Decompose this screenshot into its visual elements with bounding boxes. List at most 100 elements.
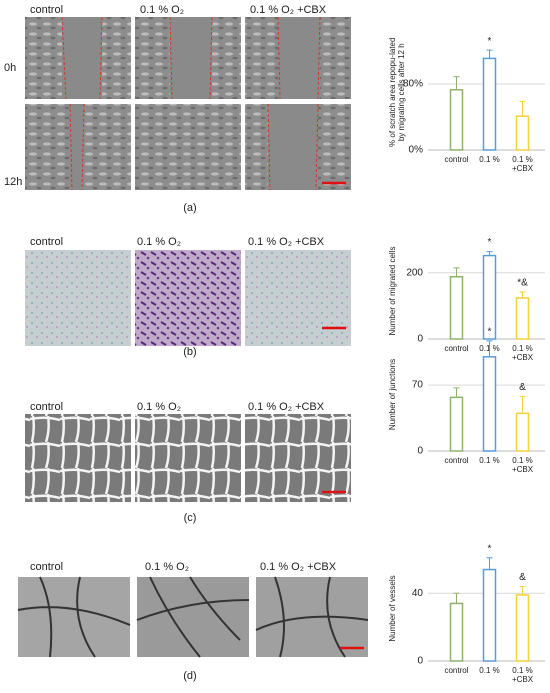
column-label: control <box>30 401 63 413</box>
scratch <box>62 17 102 99</box>
x-tick-label: control <box>444 456 469 465</box>
bar <box>449 396 464 452</box>
row-label: 0h <box>4 62 16 74</box>
error-bar <box>519 395 526 414</box>
x-tick-label: 0.1 % +CBX <box>511 344 534 363</box>
column-label: 0.1 % O₂ +CBX <box>248 401 325 413</box>
column-label: 0.1 % O₂ <box>137 236 181 248</box>
significance-marker: * <box>488 543 492 554</box>
micrographs <box>17 16 369 658</box>
row-label: 12h <box>4 176 22 188</box>
x-tick-label: control <box>444 155 469 164</box>
x-tick-label: control <box>444 344 469 353</box>
y-tick-label: 80% <box>403 79 423 90</box>
error-bar <box>486 251 493 256</box>
column-label: 0.1 % O₂ <box>140 4 184 16</box>
image <box>135 250 241 346</box>
column-label: control <box>30 4 63 16</box>
scratch <box>278 17 320 99</box>
column-label: 0.1 % O₂ <box>145 561 189 573</box>
significance-marker: * <box>488 36 492 47</box>
y-tick-label: 0% <box>409 145 424 156</box>
column-label: 0.1 % O₂ <box>137 401 181 413</box>
significance-marker: & <box>519 382 526 393</box>
error-bar <box>453 592 460 604</box>
error-bar <box>486 557 493 570</box>
image <box>18 577 130 657</box>
significance-marker: * <box>488 237 492 248</box>
bar <box>449 276 464 340</box>
x-tick-label: 0.1 % +CBX <box>511 456 534 475</box>
panel-label: (c) <box>184 512 197 524</box>
panel-label: (a) <box>183 202 196 214</box>
y-tick-label: 200 <box>406 267 423 278</box>
significance-marker: *& <box>517 278 528 289</box>
image <box>25 414 131 502</box>
x-tick-label: 0.1 % <box>479 666 500 675</box>
image <box>137 577 249 657</box>
image <box>25 250 131 346</box>
bar <box>515 594 530 662</box>
column-label: control <box>30 236 63 248</box>
y-tick-label: 70 <box>412 380 424 391</box>
bar <box>482 57 497 151</box>
x-tick-label: control <box>444 344 469 353</box>
y-axis-label: Number of vessels <box>388 575 397 642</box>
image <box>135 104 241 190</box>
x-tick-label: 0.1 % +CBX <box>511 155 534 174</box>
column-label: control <box>30 561 63 573</box>
x-tick-label: control <box>444 155 469 164</box>
error-bar <box>519 585 526 595</box>
column-label: 0.1 % O₂ +CBX <box>248 236 325 248</box>
bar <box>482 568 497 662</box>
x-tick-label: control <box>444 666 469 675</box>
x-tick-label: 0.1 % +CBX <box>511 344 534 363</box>
bar <box>515 297 530 340</box>
y-axis-label: % of scratch area repopu-lated by migrat… <box>388 37 407 147</box>
scratch <box>70 104 84 190</box>
y-axis-label: Number of junctions <box>388 358 397 431</box>
bar <box>515 115 530 151</box>
scratch <box>170 17 212 99</box>
x-tick-label: 0.1 % +CBX <box>511 456 534 475</box>
bar <box>515 412 530 452</box>
x-tick-label: 0.1 % <box>479 456 500 465</box>
y-axis-label: Number of junctions <box>388 358 397 431</box>
bar <box>482 356 497 452</box>
error-bar <box>453 387 460 398</box>
x-tick-label: 0.1 % +CBX <box>511 666 534 685</box>
significance-marker: & <box>519 572 526 583</box>
y-tick-label: 0 <box>417 656 423 667</box>
y-tick-label: 0 <box>417 334 423 345</box>
error-bar <box>453 76 460 90</box>
x-tick-label: control <box>444 666 469 675</box>
y-tick-label: 0 <box>417 446 423 457</box>
column-label: 0.1 % O₂ +CBX <box>250 4 327 16</box>
y-axis-label: Number of migrated cells <box>388 246 397 336</box>
x-tick-label: 0.1 % +CBX <box>511 155 534 174</box>
scratch <box>268 104 318 190</box>
bar <box>449 602 464 662</box>
x-tick-label: 0.1 % <box>479 456 500 465</box>
error-bar <box>453 267 460 277</box>
image <box>245 250 351 346</box>
x-tick-label: 0.1 % <box>479 155 500 164</box>
x-tick-label: control <box>444 456 469 465</box>
y-axis-label: % of scratch area repopu-lated by migrat… <box>388 37 407 147</box>
bar <box>449 89 464 151</box>
y-axis-label: Number of vessels <box>388 575 397 642</box>
x-tick-label: 0.1 % +CBX <box>511 666 534 685</box>
vessels <box>17 576 369 658</box>
y-tick-label: 40 <box>412 588 424 599</box>
scratch-edges <box>61 16 321 191</box>
error-bar <box>519 291 526 298</box>
panel-label: (d) <box>183 670 196 682</box>
error-bar <box>519 100 526 117</box>
y-axis-label: Number of migrated cells <box>388 246 397 336</box>
error-bar <box>486 340 493 357</box>
error-bar <box>486 49 493 59</box>
x-tick-label: 0.1 % <box>479 155 500 164</box>
x-tick-label: 0.1 % <box>479 666 500 675</box>
